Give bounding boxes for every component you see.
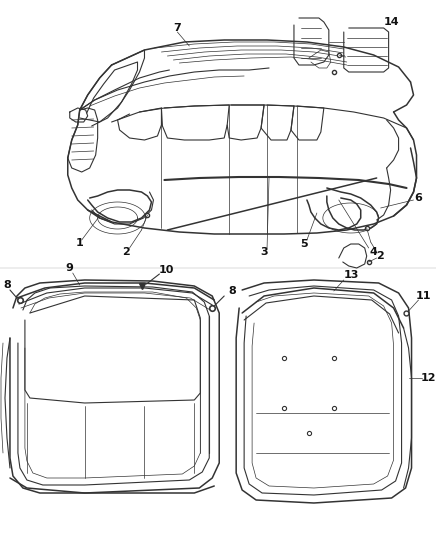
Text: 1: 1 (76, 238, 84, 248)
Text: 10: 10 (159, 265, 174, 275)
Text: 3: 3 (260, 247, 268, 257)
Text: 2: 2 (122, 247, 130, 257)
Text: 7: 7 (173, 23, 181, 33)
Text: 11: 11 (416, 291, 431, 301)
Text: 2: 2 (376, 251, 384, 261)
Text: 6: 6 (415, 193, 423, 203)
Text: 5: 5 (300, 239, 308, 249)
Text: 8: 8 (228, 286, 236, 296)
Text: 8: 8 (3, 280, 11, 290)
Text: 13: 13 (344, 270, 360, 280)
Text: 14: 14 (384, 17, 399, 27)
Text: 12: 12 (421, 373, 436, 383)
Text: 4: 4 (370, 247, 378, 257)
Text: 9: 9 (66, 263, 74, 273)
